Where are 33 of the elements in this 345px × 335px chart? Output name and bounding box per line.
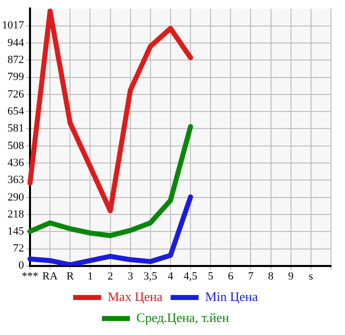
y-tick-label: 0	[18, 260, 24, 272]
x-tick-label: 6	[228, 270, 234, 282]
x-tick-label: ***	[22, 270, 38, 282]
x-tick-label: 5	[208, 270, 214, 282]
y-tick-label: 581	[8, 122, 24, 135]
legend-label: Сред.Цена, т.йен	[136, 310, 230, 325]
y-tick-label: 436	[8, 156, 24, 169]
x-tick-label: 7	[248, 270, 254, 282]
x-tick-label: 9	[288, 270, 294, 282]
x-tick-label: 1	[87, 270, 93, 282]
x-tick-label: 4	[168, 270, 174, 282]
y-tick-label: 145	[8, 225, 24, 238]
x-tick-label: 2	[108, 270, 114, 282]
y-tick-label: 872	[8, 54, 24, 66]
y-tick-label: 72	[13, 242, 24, 255]
x-tick-label: RA	[42, 270, 58, 282]
y-tick-label: 726	[8, 88, 24, 100]
y-tick-label: 290	[8, 191, 24, 204]
x-tick-label: s	[308, 270, 314, 282]
y-tick-label: 654	[8, 105, 24, 118]
x-tick-label: 3	[128, 270, 134, 282]
x-tick-label: 4,5	[184, 270, 198, 282]
y-tick-label: 944	[8, 36, 24, 49]
y-tick-label: 218	[8, 208, 24, 220]
legend-label: Max Цена	[108, 288, 163, 304]
x-tick-label: 3,5	[144, 270, 158, 282]
y-tick-label: 508	[8, 140, 24, 152]
x-tick-label: 8	[268, 270, 274, 282]
y-tick-label: 799	[8, 71, 24, 84]
y-tick-label: 1017	[2, 20, 24, 32]
legend-label: Min Цена	[205, 288, 258, 304]
x-tick-label: R	[66, 270, 74, 282]
y-tick-label: 363	[8, 174, 24, 186]
